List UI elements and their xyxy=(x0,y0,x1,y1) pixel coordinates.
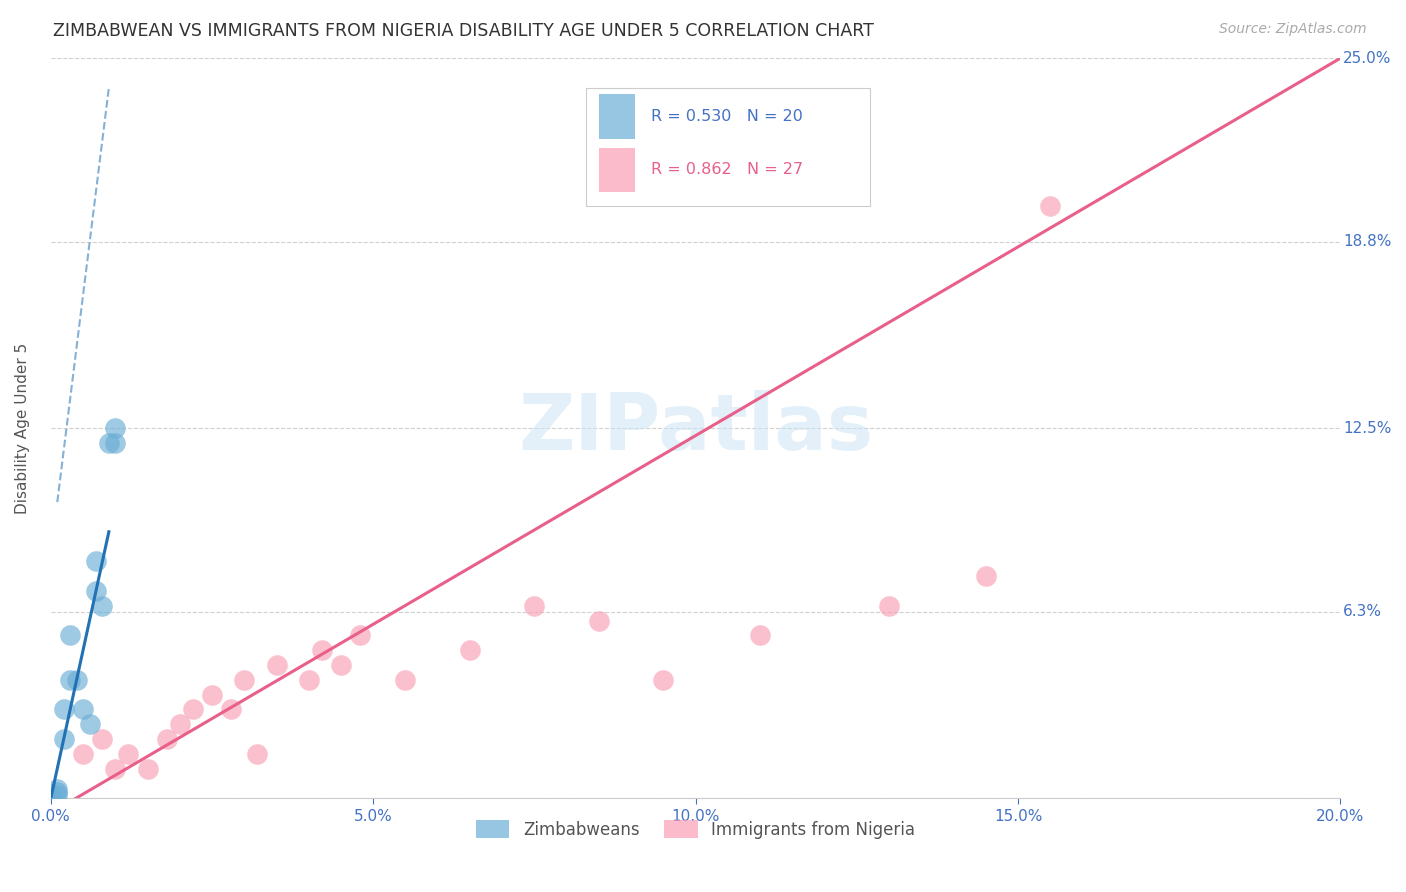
Point xyxy=(104,762,127,776)
Point xyxy=(117,747,139,761)
Point xyxy=(181,702,204,716)
Point xyxy=(97,436,120,450)
Point xyxy=(104,436,127,450)
Point xyxy=(84,554,107,568)
Point xyxy=(72,747,94,761)
Point xyxy=(39,791,62,805)
Point xyxy=(52,702,75,716)
Point xyxy=(91,731,114,746)
Point xyxy=(652,673,675,687)
Text: ZIPatlas: ZIPatlas xyxy=(519,390,873,467)
Point xyxy=(104,421,127,435)
Point xyxy=(59,628,82,642)
Point xyxy=(52,731,75,746)
Point xyxy=(523,599,546,613)
Point xyxy=(233,673,256,687)
Point xyxy=(169,717,191,731)
Text: 25.0%: 25.0% xyxy=(1343,51,1392,66)
Point xyxy=(974,569,997,583)
Point xyxy=(59,673,82,687)
Point xyxy=(1039,199,1062,213)
FancyBboxPatch shape xyxy=(599,95,636,138)
Point xyxy=(266,657,288,672)
Text: ZIMBABWEAN VS IMMIGRANTS FROM NIGERIA DISABILITY AGE UNDER 5 CORRELATION CHART: ZIMBABWEAN VS IMMIGRANTS FROM NIGERIA DI… xyxy=(53,22,875,40)
Point xyxy=(39,788,62,802)
Point xyxy=(79,717,101,731)
Point xyxy=(298,673,321,687)
Point xyxy=(201,688,224,702)
Point xyxy=(156,731,179,746)
FancyBboxPatch shape xyxy=(586,87,870,206)
Point xyxy=(46,785,69,799)
Y-axis label: Disability Age Under 5: Disability Age Under 5 xyxy=(15,343,30,514)
Point xyxy=(39,791,62,805)
Point xyxy=(39,791,62,805)
Text: 6.3%: 6.3% xyxy=(1343,604,1382,619)
Point xyxy=(588,614,610,628)
Point xyxy=(458,643,481,657)
FancyBboxPatch shape xyxy=(599,147,636,192)
Text: R = 0.862   N = 27: R = 0.862 N = 27 xyxy=(651,162,803,178)
Text: R = 0.530   N = 20: R = 0.530 N = 20 xyxy=(651,109,803,124)
Point xyxy=(311,643,333,657)
Point xyxy=(46,788,69,802)
Point xyxy=(349,628,371,642)
Point xyxy=(749,628,772,642)
Point xyxy=(877,599,900,613)
Point xyxy=(46,782,69,797)
Point xyxy=(91,599,114,613)
Point xyxy=(84,584,107,599)
Point xyxy=(330,657,353,672)
Point xyxy=(136,762,159,776)
Point xyxy=(39,791,62,805)
Point xyxy=(394,673,416,687)
Text: 18.8%: 18.8% xyxy=(1343,235,1392,249)
Point xyxy=(72,702,94,716)
Legend: Zimbabweans, Immigrants from Nigeria: Zimbabweans, Immigrants from Nigeria xyxy=(470,814,922,846)
Text: Source: ZipAtlas.com: Source: ZipAtlas.com xyxy=(1219,22,1367,37)
Point xyxy=(65,673,87,687)
Point xyxy=(246,747,269,761)
Point xyxy=(221,702,243,716)
Text: 12.5%: 12.5% xyxy=(1343,421,1392,435)
